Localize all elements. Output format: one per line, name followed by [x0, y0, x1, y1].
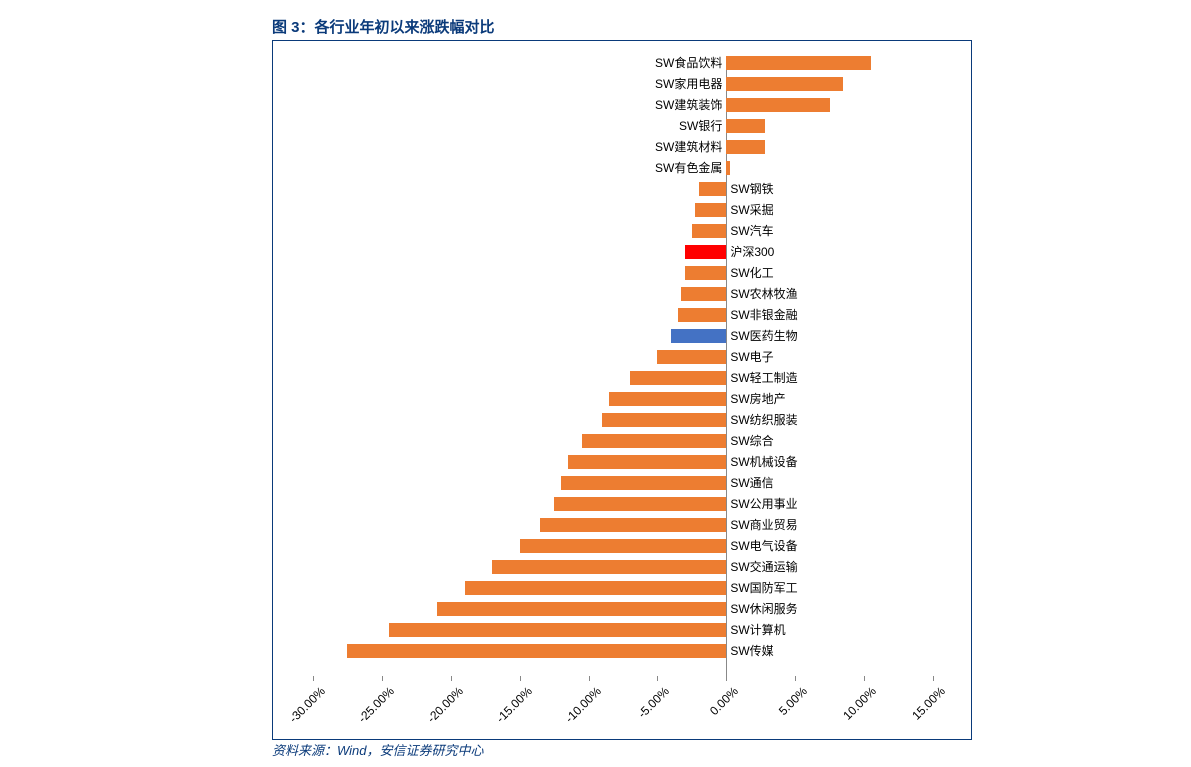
bar-label: SW轻工制造 — [730, 371, 797, 385]
bar — [492, 560, 726, 574]
bar-label: SW商业贸易 — [730, 518, 797, 532]
bar — [630, 371, 726, 385]
bar — [726, 77, 843, 91]
bar-label: SW公用事业 — [730, 497, 797, 511]
x-tick-label: -10.00% — [555, 684, 604, 733]
bar-label: SW国防军工 — [730, 581, 797, 595]
x-tick-label: -25.00% — [348, 684, 397, 733]
bar-label: SW机械设备 — [730, 455, 797, 469]
bar — [699, 182, 727, 196]
bar-label: SW通信 — [730, 476, 773, 490]
bar — [726, 56, 871, 70]
bar-label: SW农林牧渔 — [730, 287, 797, 301]
plot-area: -30.00%-25.00%-20.00%-15.00%-10.00%-5.00… — [313, 56, 933, 676]
x-tick-label: -30.00% — [279, 684, 328, 733]
bar — [657, 350, 726, 364]
bar — [602, 413, 726, 427]
bar-label: SW化工 — [730, 266, 773, 280]
x-tick — [451, 676, 452, 681]
x-tick-label: -20.00% — [417, 684, 466, 733]
bar-label: SW汽车 — [730, 224, 773, 238]
bar-label: SW电气设备 — [730, 539, 797, 553]
chart-title: 图 3：各行业年初以来涨跌幅对比 — [272, 16, 495, 37]
bar-label: SW建筑装饰 — [655, 98, 722, 112]
bar — [681, 287, 726, 301]
bar-label: SW纺织服装 — [730, 413, 797, 427]
x-tick-label: 5.00% — [761, 684, 810, 733]
bar-label: SW食品饮料 — [655, 56, 722, 70]
bar-label: SW传媒 — [730, 644, 773, 658]
bar — [582, 434, 727, 448]
bar — [561, 476, 726, 490]
x-tick-label: 15.00% — [899, 684, 948, 733]
bar-label: SW电子 — [730, 350, 773, 364]
bar-label: SW家用电器 — [655, 77, 722, 91]
bar-label: 沪深300 — [730, 245, 774, 259]
bar — [520, 539, 727, 553]
bar — [554, 497, 726, 511]
bar — [389, 623, 727, 637]
bar-label: SW有色金属 — [655, 161, 722, 175]
bar — [685, 245, 726, 259]
bar — [726, 98, 829, 112]
bar-label: SW计算机 — [730, 623, 785, 637]
bar-label: SW医药生物 — [730, 329, 797, 343]
x-tick — [657, 676, 658, 681]
bar — [609, 392, 726, 406]
x-tick — [382, 676, 383, 681]
x-tick — [313, 676, 314, 681]
bar-label: SW交通运输 — [730, 560, 797, 574]
x-tick-label: 10.00% — [830, 684, 879, 733]
x-tick — [864, 676, 865, 681]
bar — [692, 224, 726, 238]
bar — [695, 203, 727, 217]
bar — [347, 644, 726, 658]
bar — [726, 119, 765, 133]
bar — [726, 140, 765, 154]
x-tick — [933, 676, 934, 681]
bar-label: SW房地产 — [730, 392, 785, 406]
bar-label: SW非银金融 — [730, 308, 797, 322]
bar-label: SW采掘 — [730, 203, 773, 217]
bar — [437, 602, 726, 616]
chart-source: 资料来源：Wind，安信证券研究中心 — [272, 740, 484, 759]
bar-label: SW银行 — [679, 119, 722, 133]
x-tick — [795, 676, 796, 681]
bar — [568, 455, 726, 469]
bar-label: SW建筑材料 — [655, 140, 722, 154]
x-tick-label: -5.00% — [624, 684, 673, 733]
bar — [671, 329, 726, 343]
bar — [678, 308, 726, 322]
bar — [465, 581, 727, 595]
bar — [540, 518, 726, 532]
bar — [726, 161, 730, 175]
x-tick — [589, 676, 590, 681]
bar-label: SW综合 — [730, 434, 773, 448]
x-tick-label: 0.00% — [692, 684, 741, 733]
bar-label: SW钢铁 — [730, 182, 773, 196]
chart-frame: -30.00% -25.00% -20.00% -15.00% -10.00% -5.00… — [272, 40, 972, 740]
x-tick — [726, 676, 727, 681]
x-tick — [520, 676, 521, 681]
x-tick-label: -15.00% — [486, 684, 535, 733]
bar-label: SW休闲服务 — [730, 602, 797, 616]
bar — [685, 266, 726, 280]
